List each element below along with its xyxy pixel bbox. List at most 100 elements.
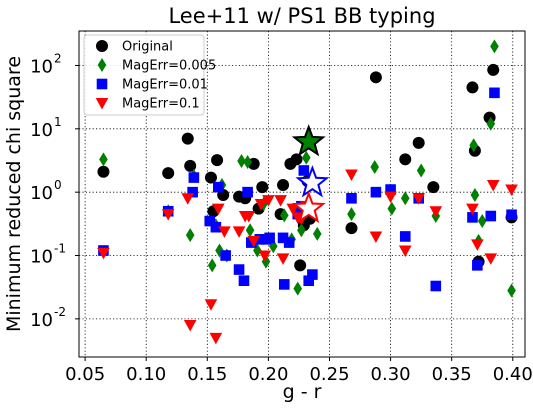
data-point (283, 237, 295, 248)
data-point (256, 181, 269, 194)
data-point (429, 206, 443, 218)
highlight-star-1 (295, 165, 330, 198)
data-point (487, 63, 500, 76)
data-point (369, 231, 383, 243)
legend: Original MagErr=0.005 MagErr=0.01 MagErr=0.… (83, 34, 216, 116)
data-point (298, 165, 310, 176)
data-point (238, 275, 250, 287)
data-point (245, 223, 255, 238)
data-point (293, 281, 303, 296)
legend-marker (95, 98, 109, 110)
data-point (262, 195, 275, 207)
data-point (370, 159, 380, 174)
x-tick-label: 0.40 (493, 364, 533, 385)
data-point (387, 201, 397, 216)
data-point (466, 81, 479, 94)
data-point (399, 231, 411, 242)
legend-label: Original (122, 40, 173, 55)
data-point (427, 181, 440, 194)
data-point (276, 253, 290, 265)
y-tick-exponent: -1 (54, 242, 66, 256)
data-point (345, 222, 358, 235)
data-point (398, 245, 412, 257)
data-point (430, 280, 442, 292)
data-point (204, 299, 218, 311)
data-point (277, 178, 290, 191)
data-point (254, 199, 268, 211)
data-point (274, 195, 287, 207)
data-point (346, 193, 357, 204)
data-point (254, 234, 266, 245)
data-point (369, 71, 382, 84)
data-point (507, 283, 516, 298)
x-tick-label: 0.05 (65, 364, 105, 385)
data-point (242, 211, 256, 223)
y-tick-label: 10 (30, 247, 53, 268)
data-point (204, 215, 216, 227)
data-point (486, 116, 496, 131)
data-point (218, 226, 231, 238)
data-point (466, 203, 479, 216)
data-point (472, 260, 483, 271)
y-tick-exponent: 1 (54, 115, 62, 129)
data-point (412, 136, 425, 149)
data-point (99, 152, 108, 167)
data-point (261, 254, 271, 269)
data-point (97, 247, 110, 260)
data-point (400, 191, 410, 206)
data-point (278, 279, 290, 290)
data-point (469, 138, 478, 153)
data-point (301, 150, 311, 165)
data-point (258, 250, 272, 263)
legend-label: MagErr=0.005 (122, 59, 216, 74)
data-point (204, 171, 217, 184)
highlight-star-0 (291, 124, 326, 157)
axis-ticks: 0.05 0.10 0.15 0.20 0.25 0.30 0.35 0.4010-210-1… (30, 51, 533, 385)
data-point (484, 253, 498, 265)
data-point (242, 186, 253, 198)
data-point (279, 208, 289, 223)
data-point (506, 209, 517, 221)
legend-box (83, 34, 205, 116)
y-tick-exponent: 0 (54, 178, 62, 192)
data-point (416, 163, 426, 178)
x-tick-label: 0.20 (248, 364, 288, 385)
data-point (297, 223, 306, 238)
data-point (412, 193, 425, 205)
legend-label: MagErr=0.1 (122, 97, 200, 112)
y-tick-label: 10 (30, 56, 53, 77)
data-point (232, 226, 246, 238)
x-tick-label: 0.35 (432, 364, 472, 385)
data-point (277, 232, 289, 244)
data-point (161, 209, 175, 221)
y-axis-title: Minimum reduced chi square (3, 56, 25, 332)
data-point (184, 159, 197, 172)
plot-frame (78, 30, 526, 358)
data-point (233, 264, 245, 275)
data-point (183, 319, 197, 332)
y-tick-label: 10 (30, 310, 53, 331)
data-point (370, 186, 382, 198)
y-tick-exponent: -2 (54, 305, 66, 319)
data-point (486, 179, 500, 192)
x-tick-label: 0.30 (371, 364, 411, 385)
data-point (185, 228, 195, 243)
data-point (505, 184, 518, 197)
data-point (312, 226, 322, 241)
data-point (294, 259, 307, 272)
data-points (97, 39, 518, 345)
data-point (97, 165, 110, 178)
data-point (490, 39, 499, 54)
y-tick-label: 10 (30, 183, 53, 204)
data-point (188, 172, 200, 183)
legend-marker (96, 40, 108, 52)
data-point (307, 269, 318, 280)
data-point (489, 87, 500, 99)
data-point (247, 235, 261, 248)
x-axis-title: g - r (283, 381, 322, 403)
data-point (467, 212, 478, 223)
data-point (207, 258, 217, 273)
data-point (211, 203, 225, 216)
data-point (384, 191, 397, 204)
